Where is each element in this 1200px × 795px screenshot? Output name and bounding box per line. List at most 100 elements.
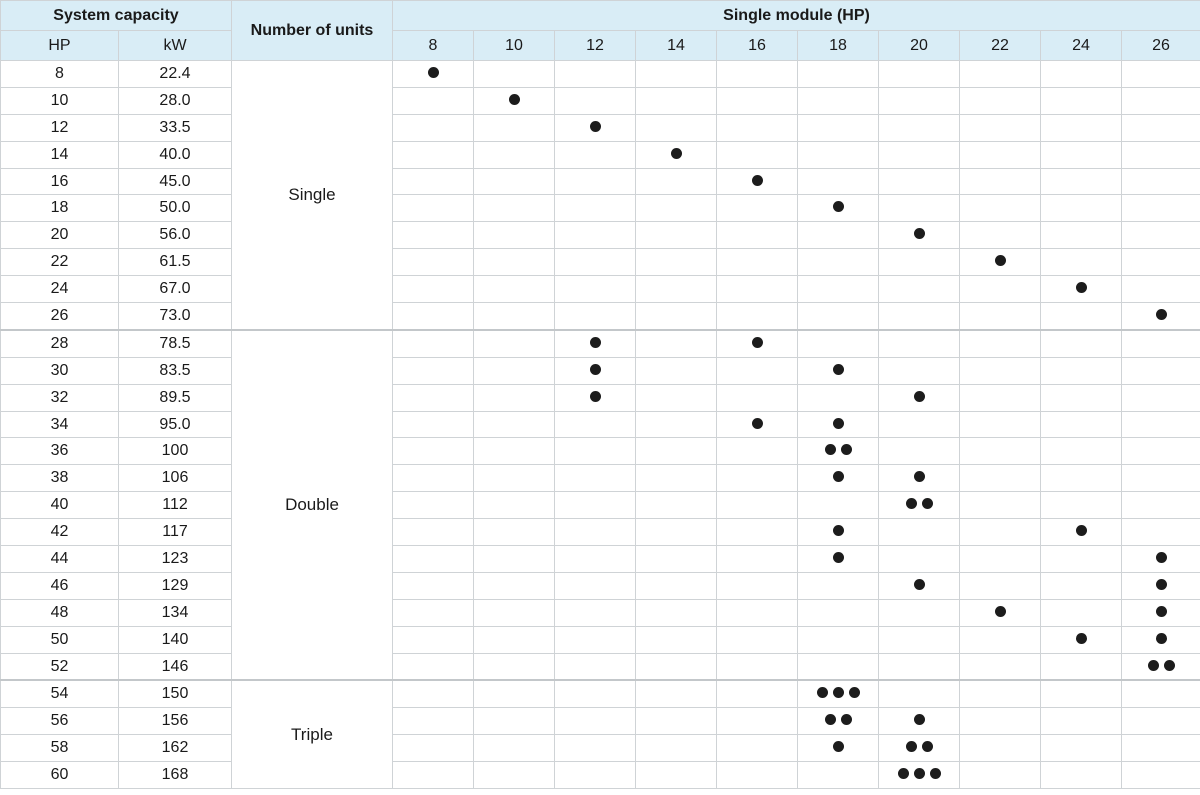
module-cell-24 (1040, 194, 1122, 223)
module-cell-20 (878, 275, 960, 304)
module-cell-12 (554, 491, 636, 520)
capacity-kw-cell: 106 (118, 464, 232, 493)
table-row: 38 106 (0, 464, 1200, 493)
units-group-label: Single (231, 59, 393, 331)
module-cell-18 (797, 761, 879, 790)
module-cell-16 (716, 86, 798, 115)
module-cell-20 (878, 734, 960, 763)
hp-column-header: HP (0, 30, 119, 61)
header-row-top: System capacity Number of units Single m… (0, 0, 1200, 61)
module-cell-8 (392, 679, 474, 709)
module-cell-20 (878, 464, 960, 493)
table-header: System capacity Number of units Single m… (0, 0, 1200, 61)
module-cell-8 (392, 652, 474, 681)
module-dot-icon (832, 471, 844, 483)
module-cell-18 (797, 491, 879, 520)
module-cell-24 (1040, 734, 1122, 763)
capacity-hp-cell: 10 (0, 86, 119, 115)
table-row: 32 89.5 (0, 383, 1200, 412)
module-cell-26 (1120, 571, 1200, 600)
capacity-kw-cell: 150 (118, 679, 232, 709)
module-cell-10 (473, 113, 555, 142)
capacity-kw-cell: 134 (118, 598, 232, 627)
capacity-hp-cell: 44 (0, 545, 119, 573)
module-header-18: 18 (797, 30, 879, 61)
capacity-hp-cell: 30 (0, 356, 119, 385)
module-cell-8 (392, 571, 474, 600)
module-cell-26 (1120, 194, 1200, 223)
capacity-hp-cell: 24 (0, 275, 119, 304)
module-cell-26 (1120, 167, 1200, 196)
table-row: 16 45.0 (0, 167, 1200, 196)
table-row: 28 78.5 Double (0, 328, 1200, 681)
module-cell-14 (635, 328, 717, 358)
module-dot-icon (848, 687, 860, 699)
table-row: 34 95.0 (0, 410, 1200, 439)
module-dot-icon (921, 498, 933, 510)
module-cell-8 (392, 194, 474, 223)
capacity-hp-cell: 22 (0, 248, 119, 277)
module-cell-22 (959, 707, 1041, 736)
module-cell-14 (635, 140, 717, 169)
module-cell-26 (1120, 60, 1200, 88)
module-cell-8 (392, 437, 474, 466)
module-cell-24 (1040, 652, 1122, 681)
module-cell-14 (635, 598, 717, 627)
module-cell-8 (392, 356, 474, 385)
module-cell-14 (635, 761, 717, 790)
module-dot-icon (840, 444, 852, 456)
table-row: 26 73.0 (0, 302, 1200, 331)
module-cell-22 (959, 60, 1041, 88)
module-cell-18 (797, 437, 879, 466)
module-dot-icon (832, 551, 844, 563)
module-cell-22 (959, 598, 1041, 627)
module-dots (751, 174, 763, 186)
table-row: 44 123 (0, 545, 1200, 573)
table-row: 22 61.5 (0, 248, 1200, 277)
module-dots (670, 147, 682, 159)
module-cell-8 (392, 140, 474, 169)
module-dot-icon (994, 605, 1006, 617)
module-dot-icon (913, 471, 925, 483)
module-cell-26 (1120, 410, 1200, 439)
module-cell-26 (1120, 734, 1200, 763)
capacity-kw-cell: 117 (118, 518, 232, 547)
capacity-kw-cell: 67.0 (118, 275, 232, 304)
module-cell-10 (473, 248, 555, 277)
module-cell-24 (1040, 437, 1122, 466)
module-cell-12 (554, 410, 636, 439)
module-cell-8 (392, 383, 474, 412)
module-cell-24 (1040, 545, 1122, 573)
module-cell-10 (473, 356, 555, 385)
module-header-16: 16 (716, 30, 798, 61)
module-dot-icon (1155, 632, 1167, 644)
module-cell-10 (473, 302, 555, 331)
table-row: 50 140 (0, 625, 1200, 654)
module-cell-20 (878, 518, 960, 547)
module-dots (751, 336, 763, 348)
module-cell-24 (1040, 625, 1122, 654)
module-cell-14 (635, 167, 717, 196)
module-cell-12 (554, 679, 636, 709)
module-cell-16 (716, 140, 798, 169)
module-cell-18 (797, 194, 879, 223)
module-dots (589, 120, 601, 132)
module-dots (832, 741, 844, 753)
module-cell-16 (716, 545, 798, 573)
module-cell-18 (797, 248, 879, 277)
module-cell-18 (797, 734, 879, 763)
module-cell-26 (1120, 679, 1200, 709)
module-cell-14 (635, 221, 717, 250)
module-dots (1075, 282, 1087, 294)
module-cell-22 (959, 383, 1041, 412)
module-cell-14 (635, 383, 717, 412)
module-cell-18 (797, 571, 879, 600)
module-cell-12 (554, 221, 636, 250)
module-cell-10 (473, 707, 555, 736)
module-cell-14 (635, 464, 717, 493)
module-dot-icon (751, 336, 763, 348)
module-cell-22 (959, 410, 1041, 439)
module-dots (589, 336, 601, 348)
capacity-hp-cell: 54 (0, 679, 119, 709)
